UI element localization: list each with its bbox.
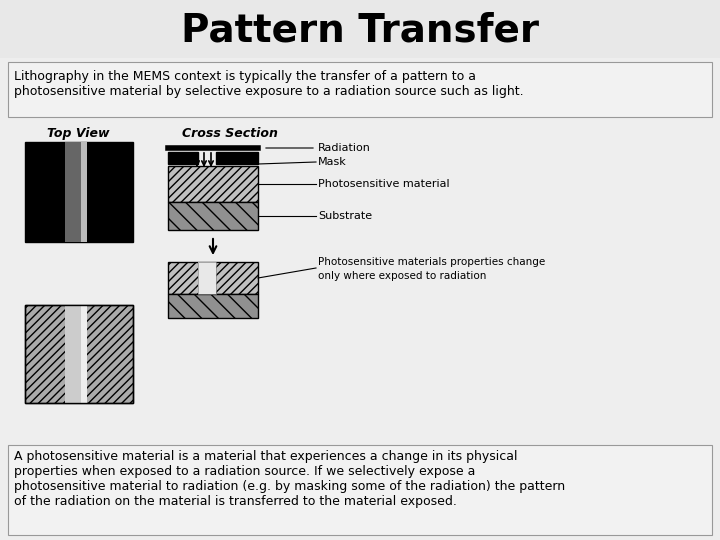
Text: A photosensitive material is a material that experiences a change in its physica: A photosensitive material is a material … [14, 450, 518, 463]
Text: Top View: Top View [47, 127, 109, 140]
Bar [8, 62, 712, 117]
Text: Photosensitive material: Photosensitive material [318, 179, 449, 189]
Text: of the radiation on the material is transferred to the material exposed.: of the radiation on the material is tran… [14, 495, 457, 508]
Bar [168, 262, 258, 294]
Bar [168, 294, 258, 318]
Text: Cross Section: Cross Section [182, 127, 278, 140]
Bar [65, 305, 81, 403]
Text: Photosensitive materials properties change: Photosensitive materials properties chan… [318, 257, 545, 267]
Bar [168, 152, 198, 164]
Bar [198, 262, 216, 294]
Text: photosensitive material by selective exposure to a radiation source such as ligh: photosensitive material by selective exp… [14, 85, 523, 98]
Bar [25, 305, 133, 403]
Bar [8, 445, 712, 535]
Text: Lithography in the MEMS context is typically the transfer of a pattern to a: Lithography in the MEMS context is typic… [14, 70, 476, 83]
Bar [168, 166, 258, 202]
Bar [168, 202, 258, 230]
Text: Pattern Transfer: Pattern Transfer [181, 11, 539, 49]
Bar [25, 142, 133, 242]
Text: Substrate: Substrate [318, 211, 372, 221]
Text: only where exposed to radiation: only where exposed to radiation [318, 271, 487, 281]
Bar [25, 305, 133, 403]
Bar [0, 0, 720, 58]
Text: Mask: Mask [318, 157, 347, 167]
Bar [198, 262, 216, 294]
Text: photosensitive material to radiation (e.g. by masking some of the radiation) the: photosensitive material to radiation (e.… [14, 480, 565, 493]
Text: Radiation: Radiation [318, 143, 371, 153]
Bar [81, 142, 87, 242]
Bar [216, 152, 258, 164]
Text: properties when exposed to a radiation source. If we selectively expose a: properties when exposed to a radiation s… [14, 465, 475, 478]
Bar [65, 142, 81, 242]
Bar [81, 305, 87, 403]
